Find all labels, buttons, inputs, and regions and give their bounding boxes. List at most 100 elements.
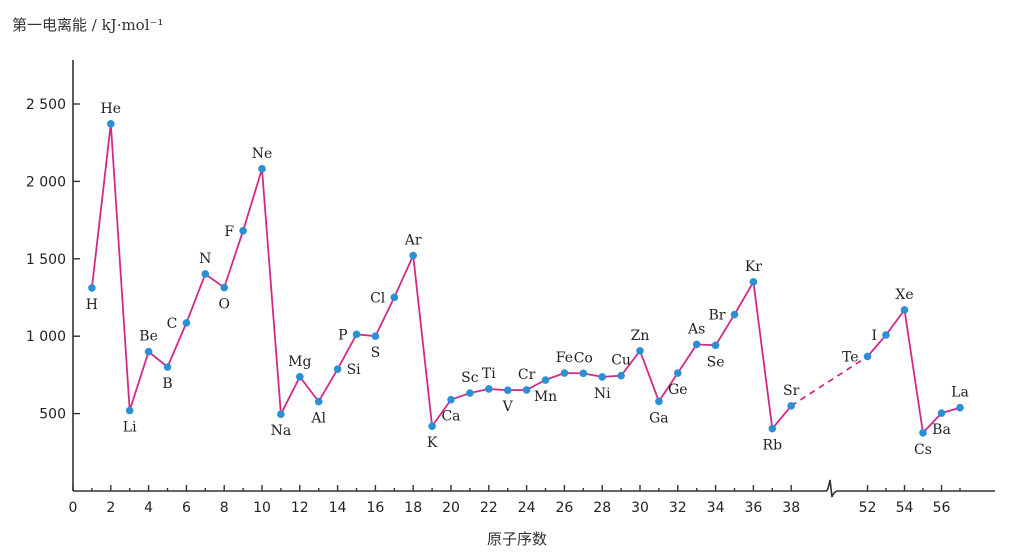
axis-break-mark <box>824 479 839 498</box>
x-tick-label: 38 <box>782 500 800 516</box>
data-point-xe <box>900 306 909 314</box>
element-label-kr: Kr <box>745 259 762 275</box>
data-point-s <box>371 332 380 341</box>
element-label-li: Li <box>123 420 137 436</box>
element-label-p: P <box>338 327 347 343</box>
data-point-zn <box>636 346 644 355</box>
element-label-la: La <box>951 385 969 401</box>
x-tick-label: 6 <box>182 500 191 516</box>
data-point-ba <box>937 409 946 417</box>
element-label-ne: Ne <box>252 146 273 162</box>
data-point-i <box>882 331 890 339</box>
element-label-sr: Sr <box>783 383 800 399</box>
element-label-xe: Xe <box>895 287 913 303</box>
element-label-mg: Mg <box>288 354 311 370</box>
data-point-la <box>956 403 964 412</box>
data-point-ni <box>598 373 606 381</box>
element-label-c: C <box>167 316 178 332</box>
data-point-mn <box>541 376 550 384</box>
x-tick-label: 16 <box>366 500 384 516</box>
y-tick-label: 1 000 <box>26 329 66 345</box>
element-label-ca: Ca <box>441 409 460 425</box>
data-point-o <box>220 283 228 292</box>
y-tick-label: 2 000 <box>26 174 66 190</box>
data-point-v <box>503 386 512 395</box>
data-point-as <box>692 340 701 349</box>
element-label-s: S <box>371 345 381 361</box>
x-tick-label: 34 <box>707 500 725 516</box>
series-line-period-5-6 <box>866 307 961 435</box>
element-label-te: Te <box>842 349 859 365</box>
data-point-h <box>88 284 96 292</box>
data-point-br <box>730 310 739 319</box>
element-label-i: I <box>871 328 877 344</box>
x-tick-label: 24 <box>518 500 536 516</box>
x-tick-label: 20 <box>442 500 460 516</box>
x-tick-label: 2 <box>106 500 115 516</box>
element-label-n: N <box>199 251 211 267</box>
x-tick-label: 8 <box>220 500 229 516</box>
data-point-b <box>163 363 172 371</box>
element-label-rb: Rb <box>763 438 783 454</box>
data-point-f <box>239 226 247 235</box>
element-label-ba: Ba <box>932 422 951 438</box>
element-label-na: Na <box>271 423 292 439</box>
element-labels: H He Li Be B C N O F Ne Na Mg Al Si P S Cl Ar KCa Sc Ti VCr Mn… <box>86 101 969 458</box>
element-label-ge: Ge <box>668 382 687 398</box>
element-label-k: K <box>427 435 438 451</box>
data-point-ca <box>447 395 455 404</box>
data-point-ar <box>409 251 418 260</box>
data-point-c <box>182 319 191 327</box>
element-label-mn: Mn <box>534 389 557 405</box>
element-label-co: Co <box>574 350 593 366</box>
element-label-cu: Cu <box>611 353 631 369</box>
element-label-si: Si <box>347 362 362 378</box>
data-point-ti <box>485 385 493 393</box>
y-tick-label: 1 500 <box>26 252 66 268</box>
element-label-fe: Fe <box>556 350 573 366</box>
data-point-mg <box>296 372 304 381</box>
x-tick-label: 54 <box>896 500 914 516</box>
data-point-sc <box>466 389 474 397</box>
element-label-h: H <box>86 297 98 313</box>
x-tick-label: 36 <box>744 500 762 516</box>
data-point-sr <box>787 402 795 410</box>
x-tick-label: 4 <box>144 500 153 516</box>
data-point-li <box>125 406 134 415</box>
data-point-p <box>352 330 361 339</box>
element-label-se: Se <box>707 354 725 370</box>
data-point-rb <box>768 424 777 433</box>
x-tick-label: 12 <box>291 500 309 516</box>
x-tick-label: 56 <box>933 500 951 516</box>
data-point-cu <box>617 371 625 380</box>
element-label-v: V <box>502 399 514 415</box>
element-label-he: He <box>101 101 122 117</box>
element-label-cl: Cl <box>370 290 386 306</box>
x-tick-label: 52 <box>859 500 877 516</box>
data-point-ge <box>674 369 682 377</box>
x-tick-label: 14 <box>329 500 347 516</box>
x-tick-label: 26 <box>555 500 573 516</box>
element-label-br: Br <box>709 308 726 324</box>
element-label-b: B <box>162 376 172 392</box>
data-point-ga <box>655 397 663 406</box>
data-point-n <box>201 270 210 278</box>
data-point-te <box>863 352 872 361</box>
data-point-si <box>333 365 342 373</box>
element-label-sc: Sc <box>461 370 479 386</box>
y-axis-title: 第一电离能 / kJ·mol⁻¹ <box>12 16 163 34</box>
element-label-f: F <box>224 224 234 240</box>
element-label-ni: Ni <box>594 386 611 402</box>
data-point-k <box>428 422 436 430</box>
element-label-ti: Ti <box>482 366 496 382</box>
series-line-period-1-5 <box>91 123 792 431</box>
data-point-cl <box>390 293 399 302</box>
element-label-ar: Ar <box>404 233 422 249</box>
element-label-o: O <box>218 297 229 313</box>
y-ticks: 500 1 000 1 500 2 000 2 500 <box>26 97 80 423</box>
x-tick-label: 18 <box>404 500 422 516</box>
data-point-he <box>107 120 115 128</box>
axes <box>72 60 995 498</box>
